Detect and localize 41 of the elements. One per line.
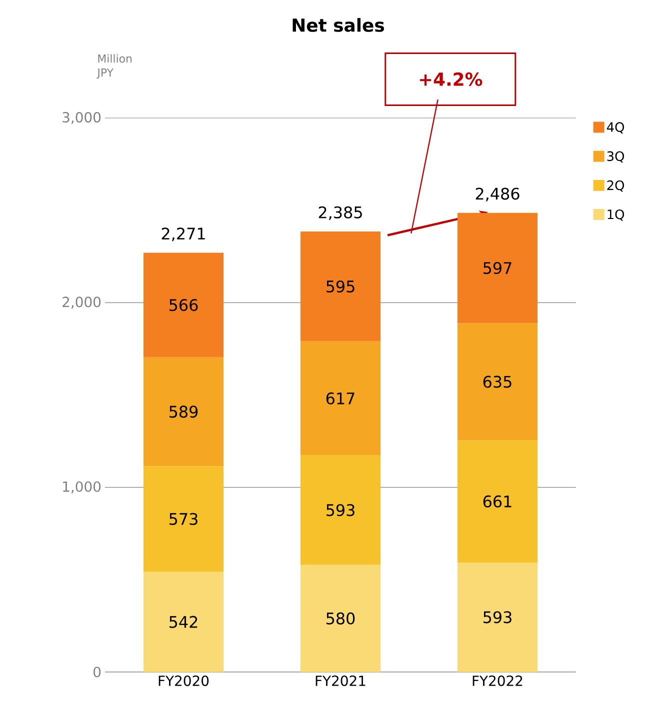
bar (458, 440, 538, 562)
data-label: 542 (170, 616, 198, 628)
data-label: 580 (326, 612, 355, 624)
bar (458, 212, 538, 324)
bar (144, 357, 224, 466)
bar (458, 562, 538, 672)
x-tick-label: FY2021 (316, 676, 366, 686)
y-tick-label: 2,000 (62, 296, 101, 309)
x-tick-label: FY2020 (158, 676, 209, 686)
y-tick-label: 0 (94, 666, 101, 678)
legend-label: 1Q (608, 209, 624, 221)
data-label: 593 (484, 611, 512, 624)
y-tick-label: 1,000 (63, 481, 101, 494)
chart-title: Net sales (292, 18, 384, 32)
bar (144, 572, 224, 672)
data-label: 635 (483, 376, 512, 388)
text: +4.2% (420, 72, 482, 86)
total-label: 2,486 (476, 188, 520, 202)
data-label: 573 (170, 512, 198, 526)
legend-label: 3Q (607, 151, 624, 163)
bar (300, 564, 380, 672)
bar (144, 466, 224, 572)
data-label: 589 (170, 406, 198, 418)
bar (300, 341, 380, 456)
bar (458, 323, 538, 440)
data-label: 661 (483, 495, 512, 508)
y-axis-title: Million JPY (96, 54, 132, 79)
legend-label: 4Q (606, 122, 624, 134)
data-label: 566 (170, 299, 198, 312)
data-label: 593 (326, 504, 354, 516)
data-label: 597 (484, 262, 512, 274)
bar (300, 232, 380, 342)
total-label: 2,385 (318, 206, 362, 220)
bar (300, 455, 380, 565)
legend-label: 2Q (607, 180, 624, 192)
total-label: 2,271 (162, 228, 205, 242)
data-label: 617 (326, 392, 354, 404)
bar (144, 252, 224, 358)
y-tick-label: 3,000 (62, 112, 101, 124)
x-tick-label: FY2022 (472, 676, 522, 686)
data-label: 595 (326, 280, 354, 293)
